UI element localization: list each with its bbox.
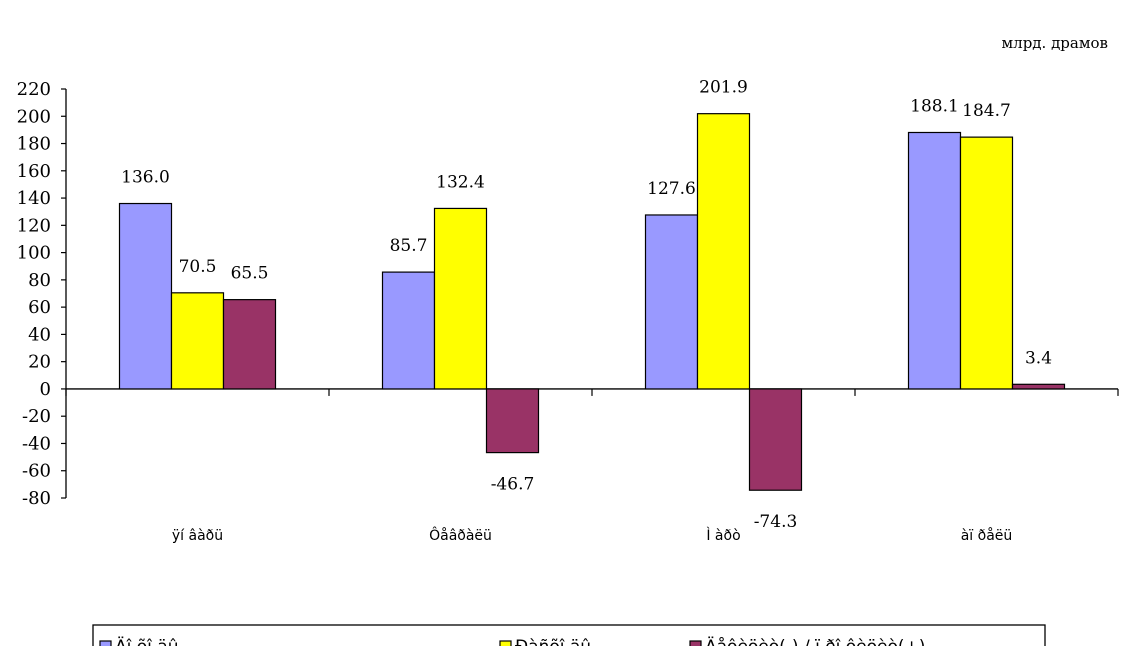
bar (170, 292, 225, 390)
y-tick-label: -20 (22, 406, 51, 427)
y-tick-label: 0 (40, 379, 51, 400)
data-label: 201.9 (699, 78, 748, 98)
category-label: Ôåâðàëü (429, 526, 492, 544)
y-tick-label: 80 (28, 270, 51, 291)
y-tick-label: 160 (17, 161, 51, 182)
data-label: 132.4 (436, 172, 485, 192)
y-tick-label: 40 (28, 324, 51, 345)
bar (118, 202, 173, 390)
y-tick-label: 200 (17, 106, 51, 127)
y-tick-label: 180 (17, 134, 51, 155)
data-label: 184.7 (962, 101, 1011, 121)
y-tick-label: 20 (28, 352, 51, 373)
data-label: 3.4 (1025, 348, 1052, 368)
legend-label: Ðàñõî äû (515, 637, 591, 646)
data-labels: 136.0 85.7 127.6 188.1 70.5 132.4 201.9 184.7 65… (121, 78, 1052, 533)
bar (381, 271, 436, 390)
y-tick-label: -60 (22, 461, 51, 482)
bar (696, 113, 751, 390)
legend-label: Äî õî äû (115, 636, 178, 646)
y-tick-label: 220 (17, 79, 51, 100)
legend-swatch (689, 640, 702, 646)
bar (959, 136, 1014, 390)
data-label: 188.1 (910, 96, 959, 116)
legend-swatch (99, 640, 112, 646)
bar (485, 388, 540, 454)
data-label: -74.3 (754, 512, 798, 532)
legend-swatch (499, 640, 512, 646)
data-label: 85.7 (390, 236, 428, 256)
data-label: 65.5 (231, 264, 269, 284)
category-label: ÿí âàðü (172, 528, 223, 544)
y-tick-label: -80 (22, 488, 51, 509)
legend-label: Äåôèöèò(-) / ï ðî ôèöèò(+) (705, 636, 925, 646)
category-labels: ÿí âàðü Ôåâðàëü Ì àðò àï ðåëü (172, 526, 1012, 544)
bar (222, 299, 277, 390)
bar (907, 131, 962, 390)
data-label: 136.0 (121, 168, 170, 188)
unit-label: млрд. драмов (1002, 34, 1109, 52)
y-tick-label: 100 (17, 243, 51, 264)
category-label: Ì àðò (706, 527, 740, 544)
bar (1011, 383, 1066, 390)
category-label: àï ðåëü (961, 527, 1013, 544)
bars (118, 113, 1066, 491)
y-axis: 220200180160140120100806040200-20-40-60-… (17, 79, 67, 509)
data-label: 70.5 (179, 257, 217, 277)
legend-box (92, 624, 1046, 646)
y-tick-label: 140 (17, 188, 51, 209)
bar (644, 214, 699, 390)
y-tick-label: -40 (22, 433, 51, 454)
data-label: -46.7 (491, 475, 535, 495)
data-label: 127.6 (647, 179, 696, 199)
legend: Äî õî äû Ðàñõî äû Äåôèöèò(-) / ï ðî ôèöèò(… (92, 624, 1046, 646)
bar (433, 207, 488, 390)
y-tick-label: 120 (17, 215, 51, 236)
bar (748, 388, 803, 491)
y-tick-label: 60 (28, 297, 51, 318)
x-axis (65, 388, 1119, 396)
